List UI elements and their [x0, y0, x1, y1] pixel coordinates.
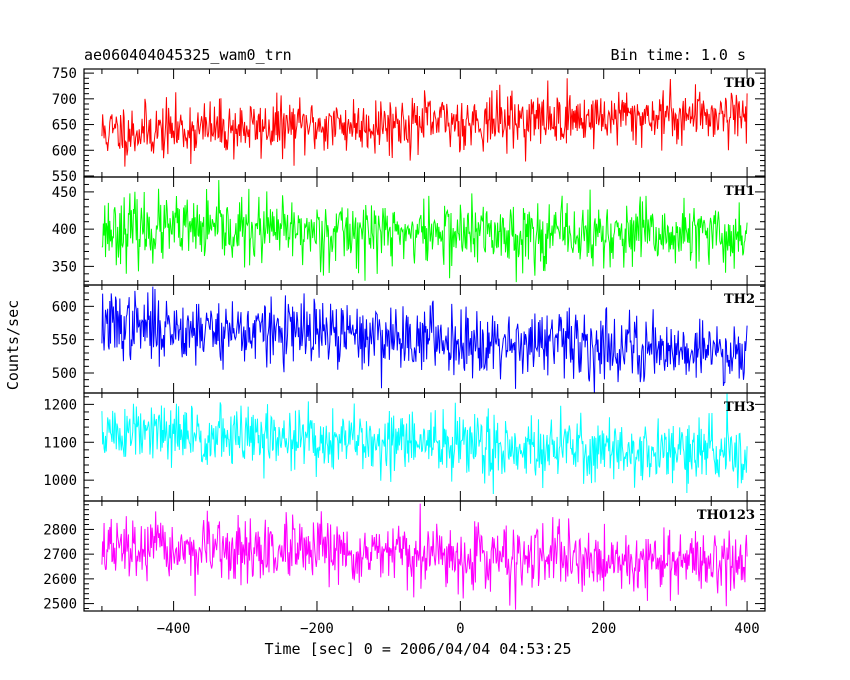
- y-tick-label-th0: 700: [52, 92, 77, 108]
- y-tick-label-th0: 650: [52, 118, 77, 134]
- panel-label-th0: TH0: [724, 76, 755, 91]
- y-tick-label-th3: 1100: [43, 435, 77, 451]
- y-tick-label-th2: 500: [52, 366, 77, 382]
- x-tick-label: 400: [734, 621, 759, 637]
- y-tick-label-th0123: 2700: [43, 547, 77, 563]
- y-tick-label-th0123: 2600: [43, 572, 77, 588]
- bin-time-label: Bin time: 1.0 s: [611, 46, 746, 64]
- panel-label-th2: TH2: [724, 292, 755, 307]
- y-tick-label-th3: 1000: [43, 473, 77, 489]
- series-th3: [101, 393, 748, 494]
- panels-group: 550 600 650 700 750 TH0 350 400 450 TH1 500 550 600 T…: [43, 66, 766, 637]
- panel-label-th3: TH3: [724, 400, 755, 415]
- y-tick-label-th0: 550: [52, 169, 77, 185]
- panel-label-th1: TH1: [724, 184, 755, 199]
- y-tick-label-th0: 750: [52, 66, 77, 82]
- y-tick-label-th1: 400: [52, 222, 77, 238]
- series-th0123: [101, 503, 748, 610]
- x-tick-label: 0: [456, 621, 464, 637]
- x-tick-label: −200: [300, 621, 334, 637]
- series-th0: [101, 78, 748, 167]
- series-th1: [101, 180, 748, 283]
- y-tick-label-th0123: 2800: [43, 522, 77, 538]
- y-tick-label-th2: 600: [52, 299, 77, 315]
- y-axis-label: Counts/sec: [4, 300, 22, 390]
- y-tick-label-th0: 600: [52, 143, 77, 159]
- plot-title: ae060404045325_wam0_trn: [84, 46, 292, 64]
- y-tick-label-th3: 1200: [43, 397, 77, 413]
- x-tick-label: −400: [157, 621, 191, 637]
- x-axis-label: Time [sec] 0 = 2006/04/04 04:53:25: [264, 640, 571, 658]
- y-tick-label-th0123: 2500: [43, 597, 77, 613]
- y-tick-label-th1: 350: [52, 259, 77, 275]
- series-th2: [101, 286, 748, 393]
- x-tick-label: 200: [591, 621, 616, 637]
- y-tick-label-th1: 450: [52, 185, 77, 201]
- y-tick-label-th2: 550: [52, 333, 77, 349]
- panel-label-th0123: TH0123: [697, 508, 755, 523]
